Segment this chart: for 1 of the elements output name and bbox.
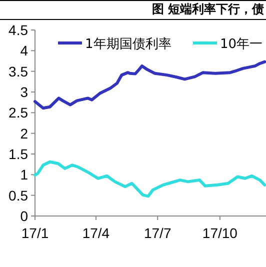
title: 图 短端利率下行，债 [152, 2, 264, 16]
